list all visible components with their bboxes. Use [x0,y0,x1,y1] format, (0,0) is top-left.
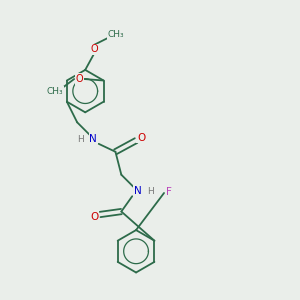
Text: O: O [137,133,146,142]
Text: O: O [90,212,98,222]
Text: N: N [134,186,141,196]
Text: N: N [89,134,97,143]
Text: F: F [166,188,171,197]
Text: H: H [147,187,154,196]
Text: CH₃: CH₃ [47,87,63,96]
Text: O: O [76,74,83,84]
Text: CH₃: CH₃ [108,30,124,39]
Text: H: H [77,135,83,144]
Text: O: O [90,44,98,54]
